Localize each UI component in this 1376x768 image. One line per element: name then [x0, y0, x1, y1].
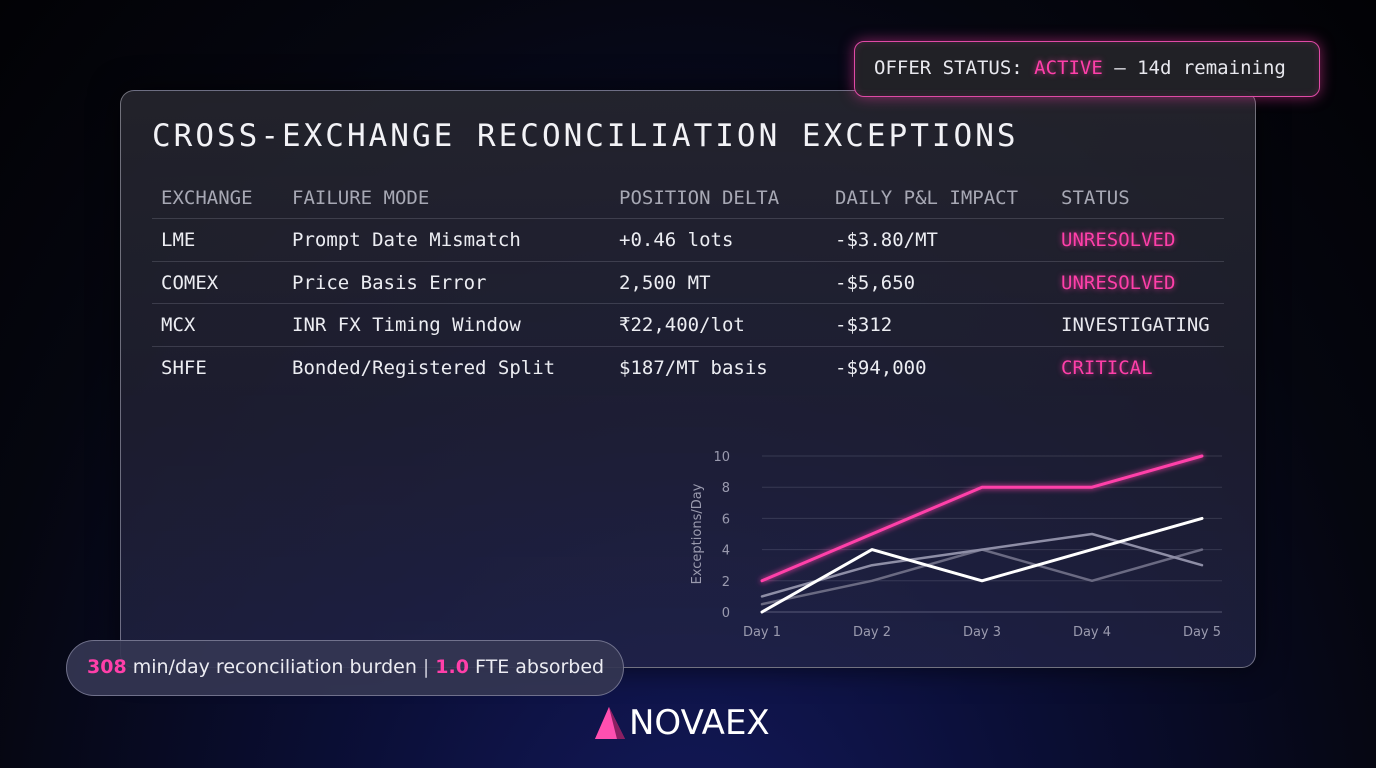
x-tick-label: Day 1 [743, 625, 781, 640]
failure-mode-cell: Price Basis Error [292, 271, 487, 294]
status-cell: UNRESOLVED [1061, 229, 1176, 251]
y-tick-label: 6 [722, 512, 730, 527]
series-line-1 [760, 454, 1204, 583]
brand-logo: NOVAEX [595, 703, 770, 743]
column-header-exchange: EXCHANGE [161, 187, 253, 209]
table-row: SHFE Bonded/Registered Split $187/MT bas… [152, 347, 1224, 389]
offer-status-badge: OFFER STATUS: ACTIVE — 14d remaining [854, 41, 1320, 97]
exceptions-table: EXCHANGE FAILURE MODE POSITION DELTA DAI… [152, 178, 1224, 388]
y-tick-label: 0 [722, 606, 730, 621]
y-tick-label: 8 [722, 481, 730, 496]
offer-status-remaining: — 14d remaining [1102, 57, 1286, 79]
exchange-cell: LME [161, 229, 196, 251]
failure-mode-cell: INR FX Timing Window [292, 314, 521, 336]
novaex-logo-icon [595, 707, 625, 739]
y-axis-label: Exceptions/Day [690, 483, 705, 584]
series-line-2 [760, 516, 1204, 614]
table-header-row: EXCHANGE FAILURE MODE POSITION DELTA DAI… [152, 178, 1224, 219]
position-delta-cell: 2,500 MT [619, 271, 711, 294]
pnl-impact-cell: -$312 [835, 314, 893, 336]
position-delta-cell: $187/MT basis [619, 356, 768, 379]
exchange-cell: SHFE [161, 356, 207, 379]
status-cell: CRITICAL [1061, 356, 1153, 379]
pnl-impact-cell: -$3.80/MT [835, 229, 938, 251]
y-tick-label: 4 [722, 544, 730, 559]
burden-minutes-value: 308 [87, 656, 127, 678]
column-header-daily-pnl-impact: DAILY P&L IMPACT [835, 187, 1019, 209]
pnl-impact-cell: -$5,650 [835, 271, 916, 294]
burden-fte-label: FTE absorbed [475, 656, 605, 678]
offer-status-prefix: OFFER STATUS: [874, 57, 1035, 79]
x-tick-label: Day 3 [963, 625, 1001, 640]
status-cell: INVESTIGATING [1061, 314, 1210, 336]
position-delta-cell: ₹22,400/lot [619, 314, 745, 336]
reconciliation-burden-pill: 308 min/day reconciliation burden | 1.0 FT… [66, 640, 624, 696]
failure-mode-cell: Bonded/Registered Split [292, 356, 556, 379]
pnl-impact-cell: -$94,000 [835, 356, 927, 379]
y-axis-ticks: 0 2 4 6 8 10 [713, 450, 730, 621]
column-header-status: STATUS [1061, 187, 1130, 209]
burden-separator: | [422, 656, 430, 678]
y-tick-label: 2 [722, 575, 730, 590]
status-cell: UNRESOLVED [1061, 271, 1176, 294]
exceptions-panel [120, 90, 1256, 668]
column-header-position-delta: POSITION DELTA [619, 187, 780, 209]
page-title: CROSS-EXCHANGE RECONCILIATION EXCEPTIONS [152, 118, 1019, 154]
y-tick-label: 10 [713, 450, 730, 465]
column-header-failure-mode: FAILURE MODE [292, 187, 430, 209]
exchange-cell: COMEX [161, 271, 219, 294]
x-tick-label: Day 2 [853, 625, 891, 640]
x-tick-label: Day 4 [1073, 625, 1111, 640]
series-line-3 [760, 532, 1204, 598]
offer-status-value: ACTIVE [1034, 57, 1103, 79]
exchange-cell: MCX [161, 314, 196, 336]
x-axis-ticks: Day 1 Day 2 Day 3 Day 4 Day 5 [743, 625, 1221, 640]
exceptions-line-chart: 0 2 4 6 8 10 Day 1 Day 2 Day 3 Day 4 Day 5 Except… [690, 450, 1222, 640]
table-row: MCX INR FX Timing Window ₹22,400/lot -$3… [152, 304, 1224, 347]
position-delta-cell: +0.46 lots [619, 229, 734, 251]
x-tick-label: Day 5 [1183, 625, 1221, 640]
burden-fte-value: 1.0 [435, 656, 469, 678]
failure-mode-cell: Prompt Date Mismatch [292, 229, 521, 251]
burden-minutes-label: min/day reconciliation burden [132, 656, 417, 678]
table-row: COMEX Price Basis Error 2,500 MT -$5,650… [152, 262, 1224, 304]
chart-series [760, 454, 1204, 614]
brand-name: NOVAEX [629, 703, 770, 743]
table-row: LME Prompt Date Mismatch +0.46 lots -$3.… [152, 219, 1224, 262]
